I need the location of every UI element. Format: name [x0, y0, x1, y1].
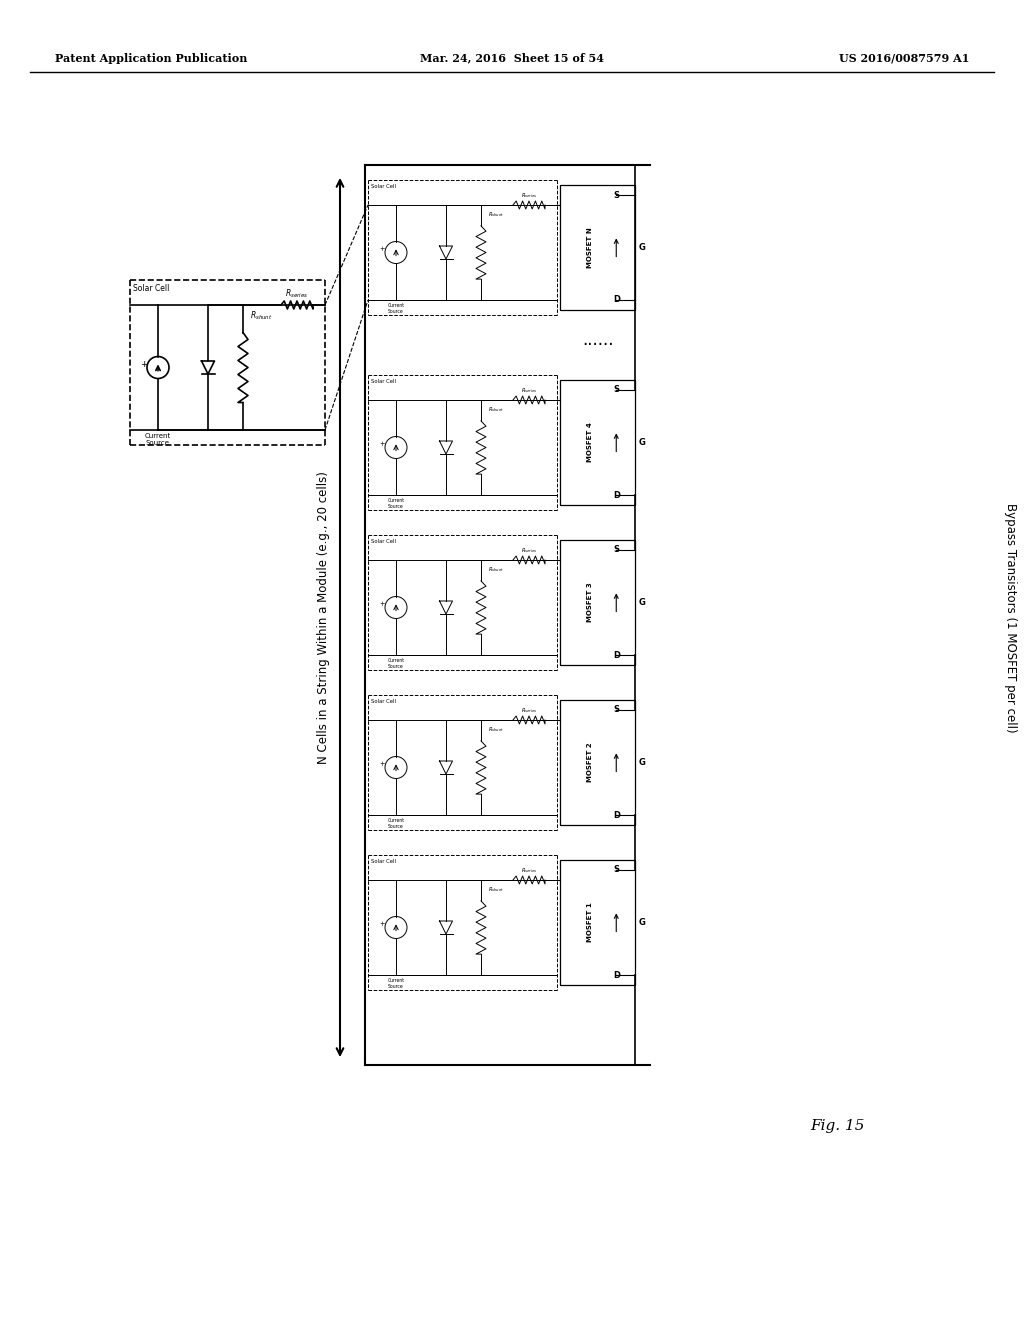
- Text: +: +: [379, 601, 385, 607]
- Text: D: D: [612, 651, 620, 660]
- Text: Patent Application Publication: Patent Application Publication: [55, 53, 248, 63]
- Bar: [560, 861, 635, 985]
- Text: D: D: [612, 810, 620, 820]
- Text: US 2016/0087579 A1: US 2016/0087579 A1: [839, 53, 969, 63]
- Text: $R_{series}$: $R_{series}$: [286, 288, 308, 300]
- Polygon shape: [439, 762, 453, 774]
- Text: Current
Source: Current Source: [387, 818, 404, 829]
- Text: $R_{shunt}$: $R_{shunt}$: [250, 310, 272, 322]
- Text: Solar Cell: Solar Cell: [133, 284, 169, 293]
- Bar: [560, 540, 635, 665]
- Text: $R_{shunt}$: $R_{shunt}$: [488, 405, 504, 414]
- Text: MOSFET 1: MOSFET 1: [587, 903, 593, 942]
- Polygon shape: [439, 921, 453, 935]
- Text: $R_{series}$: $R_{series}$: [521, 706, 538, 715]
- Text: $R_{shunt}$: $R_{shunt}$: [488, 725, 504, 734]
- Text: S: S: [613, 545, 620, 554]
- Text: Bypass Transistors (1 MOSFET per cell): Bypass Transistors (1 MOSFET per cell): [1004, 503, 1017, 733]
- Text: $R_{series}$: $R_{series}$: [521, 866, 538, 875]
- Polygon shape: [439, 441, 453, 454]
- Text: D: D: [612, 296, 620, 305]
- Text: $R_{series}$: $R_{series}$: [521, 546, 538, 554]
- Text: Solar Cell: Solar Cell: [371, 859, 396, 865]
- Text: $R_{shunt}$: $R_{shunt}$: [488, 565, 504, 574]
- Text: G: G: [639, 598, 645, 607]
- Bar: [560, 380, 635, 506]
- Text: MOSFET 4: MOSFET 4: [587, 422, 593, 462]
- Bar: [560, 185, 635, 310]
- Text: S: S: [613, 190, 620, 199]
- Text: Current
Source: Current Source: [387, 498, 404, 508]
- Text: $R_{series}$: $R_{series}$: [521, 385, 538, 395]
- Bar: [560, 700, 635, 825]
- Text: D: D: [612, 970, 620, 979]
- Text: G: G: [639, 917, 645, 927]
- Text: N Cells in a String Within a Module (e.g., 20 cells): N Cells in a String Within a Module (e.g…: [317, 471, 331, 764]
- Text: S: S: [613, 385, 620, 395]
- Text: S: S: [613, 705, 620, 714]
- Text: MOSFET N: MOSFET N: [587, 227, 593, 268]
- Text: $R_{series}$: $R_{series}$: [521, 191, 538, 201]
- Text: +: +: [379, 762, 385, 767]
- Text: +: +: [379, 247, 385, 252]
- Text: Current
Source: Current Source: [144, 433, 171, 446]
- Text: MOSFET 3: MOSFET 3: [587, 582, 593, 622]
- Text: +: +: [379, 441, 385, 447]
- Text: +: +: [379, 921, 385, 927]
- Text: Solar Cell: Solar Cell: [371, 379, 396, 384]
- Text: Current
Source: Current Source: [387, 657, 404, 669]
- Text: Solar Cell: Solar Cell: [371, 183, 396, 189]
- Polygon shape: [439, 601, 453, 614]
- Text: ......: ......: [582, 331, 613, 348]
- Text: MOSFET 2: MOSFET 2: [587, 743, 593, 783]
- Text: Mar. 24, 2016  Sheet 15 of 54: Mar. 24, 2016 Sheet 15 of 54: [420, 53, 604, 63]
- Text: Current
Source: Current Source: [387, 304, 404, 314]
- Text: G: G: [639, 243, 645, 252]
- Text: Current
Source: Current Source: [387, 978, 404, 989]
- Polygon shape: [202, 360, 214, 374]
- Text: $R_{shunt}$: $R_{shunt}$: [488, 210, 504, 219]
- Text: S: S: [613, 866, 620, 874]
- Text: Fig. 15: Fig. 15: [810, 1119, 864, 1133]
- Text: D: D: [612, 491, 620, 499]
- Text: Solar Cell: Solar Cell: [371, 700, 396, 704]
- Text: $R_{shunt}$: $R_{shunt}$: [488, 884, 504, 894]
- Text: G: G: [639, 758, 645, 767]
- Text: G: G: [639, 438, 645, 447]
- Text: Solar Cell: Solar Cell: [371, 539, 396, 544]
- Text: +: +: [140, 360, 147, 368]
- Polygon shape: [439, 246, 453, 259]
